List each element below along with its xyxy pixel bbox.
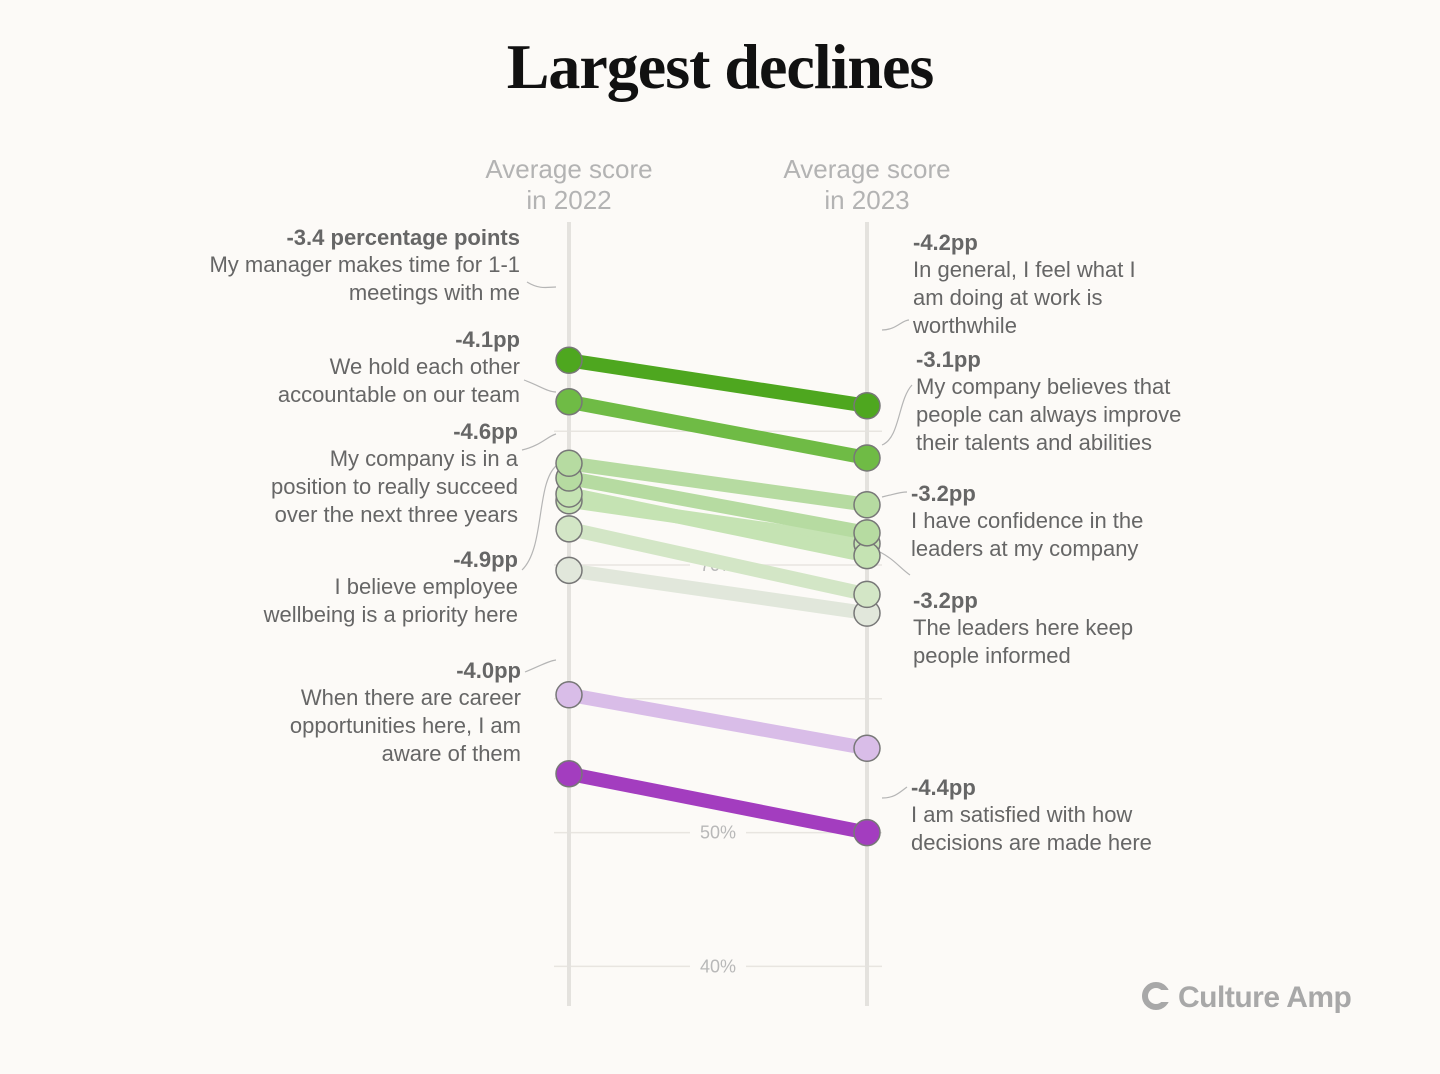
slope-line (567, 522, 869, 602)
data-point-2023 (853, 734, 881, 763)
series-label: -3.2pp The leaders here keep people inform… (913, 588, 1133, 668)
series-delta: -4.4pp (911, 775, 976, 800)
data-point-2023 (853, 444, 881, 472)
data-point-2023 (853, 491, 881, 519)
series-delta: -3.2pp (911, 481, 976, 506)
series-label-line: aware of them (382, 741, 521, 766)
slope-line (567, 353, 869, 413)
y-tick-labels: 70%50%40% (690, 553, 746, 979)
column-axes (567, 222, 869, 1006)
series-label-line: wellbeing is a priority here (263, 602, 518, 627)
series-label: -4.2pp In general, I feel what I am doing … (912, 230, 1136, 338)
series-label-line: I have confidence in the (911, 508, 1143, 533)
series-label: -3.4 percentage points My manager makes t… (209, 225, 520, 305)
chart-title: Largest declines (507, 31, 934, 102)
leader-line (521, 465, 557, 571)
series-label: -3.1pp My company believes that people can… (916, 347, 1181, 455)
series-label-line: The leaders here keep (913, 615, 1133, 640)
series-label-line: My company believes that (916, 374, 1170, 399)
series-label-line: My manager makes time for 1-1 (209, 252, 520, 277)
series-labels: -3.4 percentage points My manager makes t… (209, 225, 1181, 855)
slope-line (567, 487, 869, 563)
series-label-line: decisions are made here (911, 830, 1152, 855)
series-label-line: My company is in a (330, 446, 519, 471)
leader-line (881, 319, 910, 331)
series-label-line: I believe employee (335, 574, 518, 599)
series-label-line: When there are career (301, 685, 521, 710)
leader-line (526, 281, 557, 289)
y-tick-label: 40% (700, 956, 736, 976)
series-label: -4.6pp My company is in a position to real… (271, 419, 519, 527)
brand-name: Culture Amp (1178, 981, 1352, 1014)
series-delta: -3.1pp (916, 347, 981, 372)
slope-line (568, 563, 868, 621)
slope-line (567, 687, 869, 756)
series-label-line: people can always improve (916, 402, 1181, 427)
series-label-line: position to really succeed (271, 474, 518, 499)
leader-line (881, 491, 908, 498)
data-point-2022 (555, 681, 583, 709)
data-point-2022 (555, 515, 583, 543)
series-label-line: over the next three years (275, 502, 518, 527)
series-label: -4.1pp We hold each other accountable on o… (278, 327, 520, 407)
slope-line (567, 471, 869, 540)
series-delta: -4.1pp (455, 327, 520, 352)
series-delta: -4.9pp (453, 547, 518, 572)
series-label-line: In general, I feel what I (913, 257, 1136, 282)
column-header-2023: Average score in 2023 (783, 154, 950, 215)
data-point-2022 (555, 759, 583, 788)
series-label-line: am doing at work is (913, 285, 1103, 310)
y-tick-label: 50% (700, 823, 736, 843)
series-label: -4.0pp When there are career opportunities… (290, 658, 521, 766)
tick-label-bg (690, 954, 746, 979)
column-header-2022: Average score in 2022 (485, 154, 652, 215)
leader-line (523, 379, 557, 393)
series-label: -4.9pp I believe employee wellbeing is a p… (263, 547, 518, 627)
leader-line (879, 551, 911, 576)
series-label-line: accountable on our team (278, 382, 520, 407)
leader-line (521, 433, 557, 451)
slope-lines (567, 353, 869, 840)
data-point-2022 (555, 346, 583, 375)
series-label-line: leaders at my company (911, 536, 1138, 561)
series-label-line: I am satisfied with how (911, 802, 1132, 827)
series-delta: -4.2pp (913, 230, 978, 255)
data-point-2023 (853, 580, 881, 609)
series-delta: -4.0pp (456, 658, 521, 683)
culture-amp-logo: Culture Amp (1142, 981, 1352, 1014)
data-point-2022 (555, 388, 583, 416)
series-label-line: meetings with me (349, 280, 520, 305)
data-point-2022 (555, 556, 583, 585)
slope-line (567, 394, 869, 465)
leader-lines (521, 281, 913, 799)
series-label: -3.2pp I have confidence in the leaders at… (911, 481, 1143, 561)
series-label-line: opportunities here, I am (290, 713, 521, 738)
data-point-2022 (555, 449, 583, 478)
series-label-line: We hold each other (330, 354, 520, 379)
series-label: -4.4pp I am satisfied with how decisions a… (911, 775, 1152, 855)
data-point-2023 (853, 519, 881, 547)
series-label-line: worthwhile (912, 313, 1017, 338)
leader-line (881, 384, 913, 446)
series-label-line: their talents and abilities (916, 430, 1152, 455)
series-delta: -4.6pp (453, 419, 518, 444)
leader-line (881, 786, 908, 799)
tick-label-bg (690, 820, 746, 845)
series-delta: -3.4 percentage points (286, 225, 520, 250)
series-delta: -3.2pp (913, 588, 978, 613)
slope-line (568, 456, 868, 512)
data-points (555, 346, 881, 847)
data-point-2023 (853, 818, 881, 847)
slope-line (567, 766, 869, 840)
series-label-line: people informed (913, 643, 1071, 668)
data-point-2023 (853, 392, 881, 420)
leader-line (524, 659, 557, 673)
culture-amp-logo-icon (1142, 982, 1172, 1010)
